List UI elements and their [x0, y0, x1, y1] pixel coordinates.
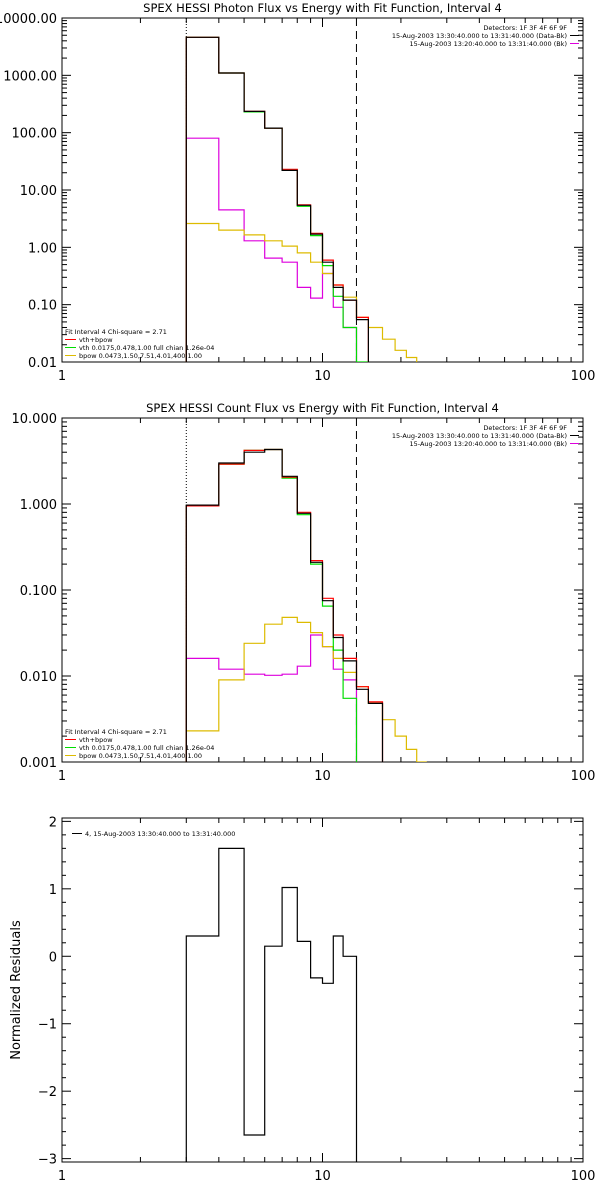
residuals-x-tick-label: 10: [314, 1169, 331, 1184]
photon-x-tick-label: 10: [314, 369, 331, 384]
photon-panel: SPEX HESSI Photon Flux vs Energy with Fi…: [0, 1, 595, 384]
photon-fit-legend-line: bpow 0.0473,1.50,7.51,4.01,400,1.00: [79, 352, 202, 360]
photon-y-tick-label: 1.00: [28, 241, 57, 256]
photon-plot-frame: [61, 17, 584, 363]
count-panel: SPEX HESSI Count Flux vs Energy with Fit…: [12, 401, 596, 784]
residuals-y-tick-label: 1: [49, 883, 57, 898]
photon-fit-legend-line: vth+bpow: [79, 336, 113, 344]
count-total-series-line: [185, 448, 384, 762]
count-sum-series-line: [185, 448, 384, 762]
count-y-tick-label: 0.010: [20, 670, 57, 685]
photon-header-line: 15-Aug-2003 13:30:40.000 to 13:31:40.000…: [392, 32, 567, 40]
photon-fit-legend-line: Fit Interval 4 Chi-square = 2.71: [65, 328, 167, 336]
photon-fit-legend-line: vth 0.0175,0.478,1.00 full chian 1.26e-0…: [79, 344, 214, 352]
count-title: SPEX HESSI Count Flux vs Energy with Fit…: [146, 401, 499, 415]
residuals-y-tick-label: −1: [38, 1018, 57, 1033]
photon-y-tick-label: 0.10: [28, 299, 57, 314]
photon-header-line: 15-Aug-2003 13:20:40.000 to 13:31:40.000…: [410, 40, 567, 48]
residuals-legend-label: 4, 15-Aug-2003 13:30:40.000 to 13:31:40.…: [85, 830, 235, 838]
count-y-tick-label: 0.100: [20, 584, 57, 599]
photon-vth-series-line: [185, 36, 369, 362]
count-header-line: Detectors: 1F 3F 4F 6F 9F: [483, 424, 567, 432]
residuals-y-tick-label: 2: [49, 815, 57, 830]
count-bpow-series-line: [185, 616, 427, 762]
residuals-y-tick-label: 0: [49, 950, 57, 965]
count-fit-legend-line: Fit Interval 4 Chi-square = 2.71: [65, 728, 167, 736]
photon-background-series-line: [185, 137, 358, 362]
count-y-tick-label: 1.000: [20, 498, 57, 513]
photon-y-tick-label: 10000.00: [0, 12, 57, 27]
photon-sum-series-line: [185, 36, 369, 362]
count-background-series-line: [185, 634, 358, 762]
residuals-plot-frame: [61, 817, 584, 1163]
count-fit-legend-line: bpow 0.0473,1.50,7.51,4.01,400,1.00: [79, 752, 202, 760]
residuals-y-tick-label: −3: [38, 1153, 57, 1168]
residuals-y-tick-label: −2: [38, 1085, 57, 1100]
count-y-tick-label: 0.001: [20, 756, 57, 771]
residuals-y-axis-label: Normalized Residuals: [9, 920, 24, 1060]
photon-x-tick-label: 1: [58, 369, 66, 384]
residuals-residual-series-line: [185, 847, 358, 1162]
count-vth-series-line: [185, 448, 358, 762]
count-header-line: 15-Aug-2003 13:30:40.000 to 13:31:40.000…: [392, 432, 567, 440]
photon-header-line: Detectors: 1F 3F 4F 6F 9F: [483, 24, 567, 32]
photon-y-tick-label: 0.01: [28, 356, 57, 371]
count-fit-legend-line: vth 0.0175,0.478,1.00 full chian 1.26e-0…: [79, 744, 214, 752]
photon-y-tick-label: 100.00: [12, 127, 58, 142]
photon-x-tick-label: 100: [571, 369, 596, 384]
photon-y-tick-label: 10.00: [20, 184, 57, 199]
count-x-tick-label: 10: [314, 769, 331, 784]
photon-total-series-line: [185, 36, 369, 362]
count-x-tick-label: 1: [58, 769, 66, 784]
count-fit-legend-line: vth+bpow: [79, 736, 113, 744]
residuals-panel: 1 10 100 −3 −2 −1 0 1 2 Normalized Residuals 4, 15…: [9, 815, 595, 1184]
count-x-tick-label: 100: [571, 769, 596, 784]
photon-bpow-series-line: [185, 222, 418, 362]
count-header-line: 15-Aug-2003 13:20:40.000 to 13:31:40.000…: [410, 440, 567, 448]
residuals-x-tick-label: 100: [571, 1169, 596, 1184]
count-y-tick-label: 10.000: [12, 412, 58, 427]
residuals-x-tick-label: 1: [58, 1169, 66, 1184]
photon-y-tick-label: 1000.00: [3, 69, 57, 84]
photon-title: SPEX HESSI Photon Flux vs Energy with Fi…: [143, 1, 502, 15]
